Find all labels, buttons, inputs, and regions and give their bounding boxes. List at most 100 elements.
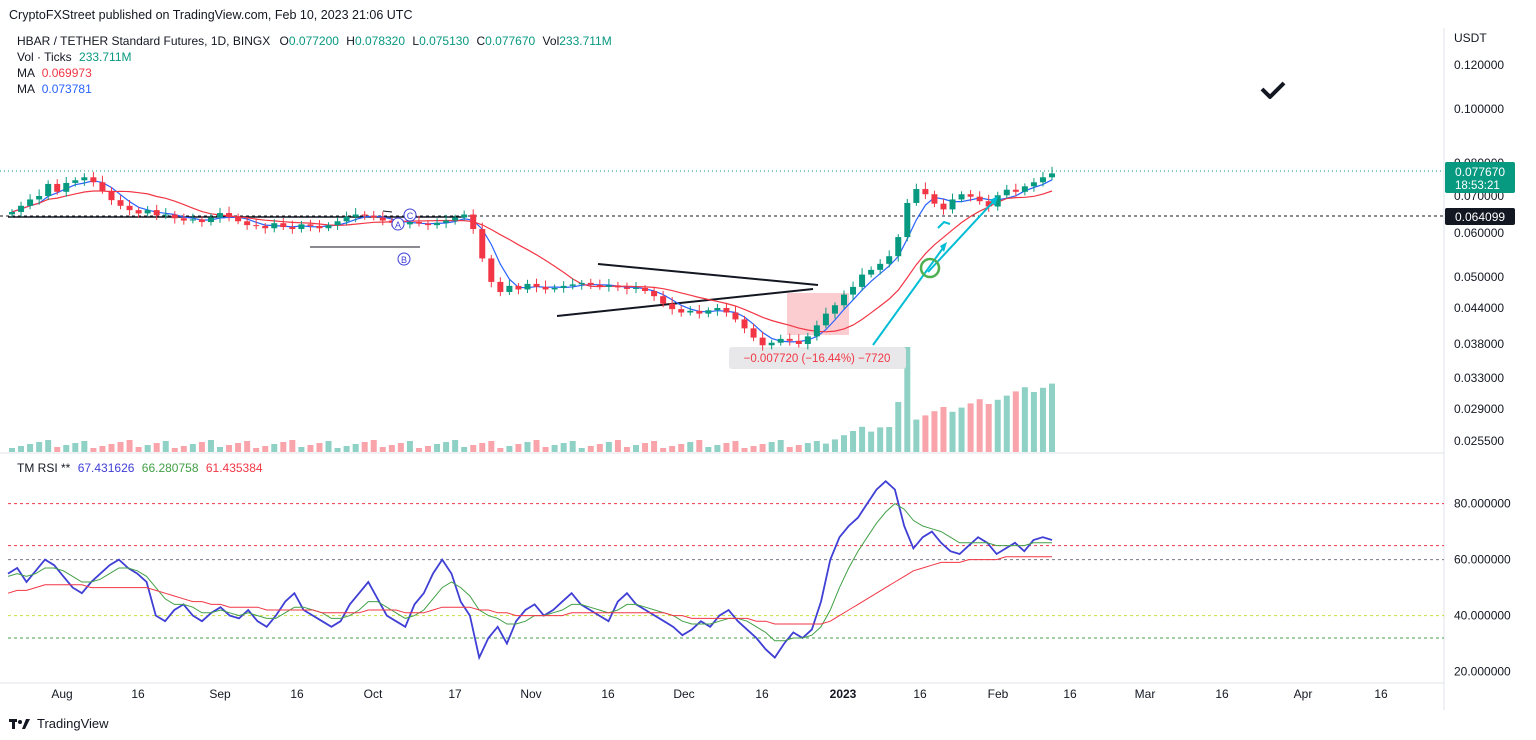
volume-bar: [415, 448, 422, 452]
price-axis[interactable]: 0.1200000.1000000.0800000.0700000.060000…: [1454, 58, 1504, 448]
time-tick-label: 16: [601, 687, 615, 701]
volume-bar: [904, 347, 911, 452]
candle-body: [461, 214, 468, 218]
time-tick-label: Dec: [673, 687, 694, 701]
volume-bar: [452, 440, 459, 452]
candle-body: [452, 217, 459, 221]
checkmark-icon: [1260, 81, 1286, 99]
candle-body: [144, 210, 151, 214]
candle-body: [36, 196, 43, 200]
volume-bar: [922, 415, 929, 452]
candle-body: [443, 220, 450, 223]
candle-body: [524, 283, 531, 290]
candle-body: [280, 223, 287, 228]
volume-bar: [262, 446, 269, 452]
time-tick-label: Sep: [209, 687, 231, 701]
vol-ticks-label[interactable]: Vol · Ticks: [17, 50, 72, 64]
candle-body: [379, 217, 386, 221]
tradingview-logo-icon: [9, 718, 30, 729]
candle-body: [325, 225, 332, 229]
volume-bar: [343, 446, 350, 452]
candle-body: [27, 199, 34, 206]
volume-bar: [217, 447, 223, 452]
volume-bar: [678, 444, 685, 452]
volume-bar: [623, 447, 630, 452]
candle-body: [533, 283, 540, 287]
footer: TradingView: [9, 716, 109, 731]
volume-bar: [425, 446, 431, 452]
candle-body: [660, 296, 667, 304]
volume-bar: [741, 448, 748, 452]
volume-bar: [841, 435, 847, 452]
price-tick-label: 0.025500: [1454, 434, 1504, 448]
candle-body: [1049, 173, 1055, 178]
volume-bars: [9, 347, 1055, 452]
volume-bar: [352, 444, 359, 452]
candle-body: [316, 225, 323, 229]
volume-bar: [895, 402, 902, 452]
pattern-label-b: B: [397, 252, 411, 266]
volume-bar: [750, 446, 757, 452]
candle-body: [425, 223, 431, 226]
volume-bar: [822, 443, 829, 452]
footer-brand[interactable]: TradingView: [37, 716, 109, 731]
axis-unit-label[interactable]: USDT: [1454, 31, 1487, 45]
candle-body: [750, 328, 757, 338]
volume-bar: [334, 448, 341, 452]
volume-bar: [388, 445, 395, 452]
candle-body: [108, 190, 115, 201]
candle-body: [1039, 177, 1046, 183]
candle-body: [497, 281, 504, 293]
rsi-value-1: 67.431626: [77, 461, 135, 475]
publisher-line: CryptoFXStreet published on TradingView.…: [9, 8, 413, 22]
candle-body: [289, 227, 296, 230]
volume-bar: [207, 440, 214, 452]
volume-bar: [226, 445, 233, 452]
candle-body: [777, 338, 784, 343]
time-tick-label: 16: [755, 687, 769, 701]
candle-body: [732, 312, 739, 320]
volume-bar: [406, 441, 413, 452]
volume-bar: [1003, 395, 1010, 452]
open-value: 0.077200: [288, 34, 339, 48]
volume-bar: [235, 443, 242, 452]
candle-body: [551, 287, 558, 290]
svg-text:C: C: [407, 211, 414, 221]
candle-body: [135, 210, 142, 214]
price-tick-label: 0.044000: [1454, 301, 1504, 315]
ma-slow-label[interactable]: MA: [17, 66, 35, 80]
volume-bar: [63, 445, 70, 452]
volume-bar: [949, 411, 956, 452]
time-axis[interactable]: Aug 16 Sep 16 Oct 17 Nov 16 Dec 16 2023 16 Feb 16 Mar 1…: [51, 687, 1388, 701]
candle-body: [81, 177, 88, 181]
symbol-name[interactable]: HBAR / TETHER Standard Futures, 1D, BING…: [17, 34, 271, 48]
vol-ticks-value: 233.711M: [79, 50, 132, 64]
volume-bar: [533, 440, 540, 452]
volume-bar: [560, 443, 567, 452]
candle-body: [9, 211, 15, 215]
price-tick-label: 0.029000: [1454, 402, 1504, 416]
svg-text:A: A: [395, 220, 401, 230]
price-tick-label: 0.038000: [1454, 337, 1504, 351]
volume-bar: [913, 419, 920, 452]
candle-body: [298, 224, 305, 230]
volume-bar: [994, 399, 1001, 452]
candle-body: [877, 263, 884, 270]
volume-bar: [1039, 387, 1046, 452]
candle-body: [207, 217, 214, 223]
rsi-label[interactable]: TM RSI **: [17, 461, 71, 475]
candle-body: [1012, 189, 1019, 192]
candle-body: [813, 325, 820, 337]
candle-body: [958, 194, 965, 200]
rsi-axis[interactable]: 80.000000 60.000000 40.000000 20.000000: [1454, 497, 1511, 679]
volume-bar: [931, 411, 938, 452]
candle-body: [370, 215, 377, 218]
price-tick-label: 0.120000: [1454, 58, 1504, 72]
candle-body: [587, 282, 594, 285]
ma-fast-label[interactable]: MA: [17, 82, 35, 96]
price-chart[interactable]: USDT 0.1200000.1000000.0800000.0700000.0…: [0, 0, 1536, 712]
rsi-tick-label: 60.000000: [1454, 553, 1511, 567]
candle-body: [1003, 189, 1010, 196]
volume-bar: [479, 443, 486, 452]
volume-bar: [850, 431, 857, 452]
